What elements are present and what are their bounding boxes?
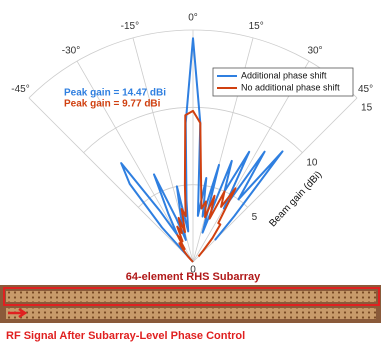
pcb-strip: [6, 308, 376, 319]
theta-tick-label: -30°: [62, 45, 80, 56]
r-tick-label: 15: [361, 103, 373, 114]
theta-tick-label: 15°: [249, 21, 264, 32]
legend-label: No additional phase shift: [241, 82, 340, 92]
r-tick-label: 10: [306, 157, 318, 168]
theta-tick-label: 30°: [307, 45, 322, 56]
highlight-box: [3, 287, 380, 306]
annotation: Peak gain = 14.47 dBi: [64, 88, 166, 99]
annotation: Peak gain = 9.77 dBi: [64, 99, 161, 110]
r-tick-label: 0: [190, 265, 196, 276]
photo-label: RF Signal After Subarray-Level Phase Con…: [6, 330, 245, 342]
theta-tick-label: -15°: [121, 21, 139, 32]
grid-spoke: [28, 97, 194, 263]
theta-tick-label: -45°: [11, 84, 29, 95]
theta-tick-label: 45°: [358, 84, 373, 95]
r-axis-label: Beam gain (dBi): [267, 169, 324, 229]
legend-label: Additional phase shift: [241, 70, 327, 80]
pcb-strip: [6, 291, 376, 302]
signal-arrow: [8, 307, 28, 319]
legend-box: [212, 67, 354, 97]
series-line: [176, 109, 237, 263]
photo-label: 64-element RHS Subarray: [126, 271, 261, 283]
theta-tick-label: 0°: [188, 13, 198, 24]
r-tick-label: 5: [252, 212, 258, 223]
photo: [0, 285, 381, 323]
polar-chart: 0 5 10 15 -45° -30° -15° 0° 15° 30° 45° Beam gain (…: [11, 13, 373, 276]
